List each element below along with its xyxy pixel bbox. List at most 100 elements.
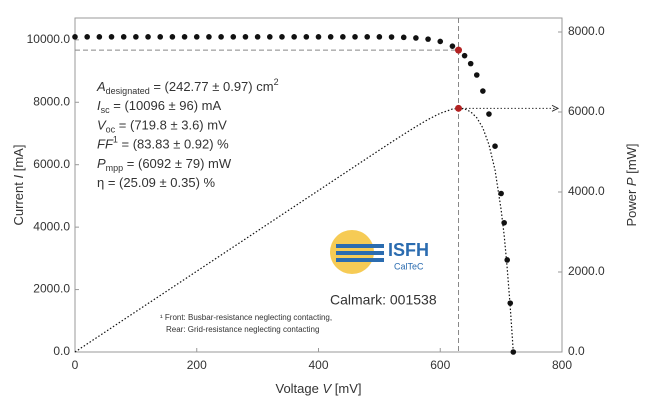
current-point [133, 34, 139, 40]
x-axis-label-part: [mV] [331, 381, 361, 396]
annotation-part: 1 [113, 135, 118, 145]
current-point [145, 34, 151, 40]
current-point [507, 300, 514, 306]
x-tick-label: 400 [308, 358, 328, 372]
current-point [108, 34, 115, 40]
current-point [157, 34, 164, 40]
logo: ISFH CalTeC [330, 230, 429, 274]
current-point [340, 34, 346, 40]
y-axis-label-part: I [11, 175, 26, 179]
current-point [96, 34, 103, 40]
y2-axis-label-part: P [624, 177, 639, 186]
annotation: Voc = (719.8 ± 3.6) mV [97, 118, 227, 135]
current-point [181, 34, 188, 40]
y2-tick-label: 0.0 [568, 344, 585, 358]
current-point [303, 34, 310, 40]
y-tick-label: 4000.0 [33, 219, 70, 233]
current-point [376, 34, 383, 40]
current-point [364, 34, 371, 40]
current-point [327, 34, 334, 40]
y2-tick-label: 6000.0 [568, 104, 605, 118]
annotation-part: = (83.83 ± 0.92) % [118, 137, 229, 152]
x-axis-label-part: V [322, 381, 332, 396]
current-point [169, 34, 176, 40]
annotation: Pmpp = (6092 ± 79) mW [97, 156, 232, 173]
annotation-part: FF [97, 137, 114, 152]
annotation-part: η = (25.09 ± 0.35) % [97, 175, 216, 190]
current-point [388, 34, 395, 40]
calmark: Calmark: 001538 [330, 292, 437, 308]
current-point [467, 60, 474, 67]
mpp-current-point [455, 46, 463, 54]
current-point [267, 34, 273, 40]
y-tick-label: 6000.0 [33, 157, 70, 171]
mpp-power-point [455, 104, 463, 112]
logo-sub: CalTeC [394, 261, 424, 271]
current-point [510, 349, 517, 355]
current-point [504, 257, 511, 263]
annotation-part: = (242.77 ± 0.97) cm [150, 79, 274, 94]
current-point [461, 52, 468, 59]
current-point [449, 43, 456, 49]
annotation-part: designated [106, 86, 150, 96]
annotation-part: sc [101, 106, 111, 116]
y-axis-label: Current I [mA] [11, 145, 26, 226]
current-point [480, 88, 486, 94]
annotation: Isc = (10096 ± 96) mA [97, 99, 222, 116]
annotation-part: V [97, 118, 107, 133]
x-tick-label: 0 [72, 358, 79, 372]
annotation: Adesignated = (242.77 ± 0.97) cm2 [96, 77, 279, 96]
y-axis-label-part: Current [11, 179, 26, 226]
y-axis-label-part: [mA] [11, 145, 26, 175]
current-point [218, 34, 224, 40]
x-axis-label: Voltage V [mV] [275, 381, 361, 396]
current-point [413, 35, 419, 41]
logo-stripe [336, 244, 384, 248]
y-tick-label: 0.0 [53, 344, 70, 358]
current-point [254, 34, 261, 40]
footnote: Rear: Grid-resistance neglecting contact… [166, 325, 319, 334]
current-point [486, 111, 492, 117]
annotation-part: I [97, 99, 101, 114]
mpp-power-arrow [551, 104, 560, 112]
x-tick-label: 800 [552, 358, 572, 372]
current-point [72, 34, 78, 40]
y-tick-label: 2000.0 [33, 282, 70, 296]
logo-stripe [336, 251, 384, 255]
y2-axis-label: Power P [mW] [624, 143, 639, 226]
x-tick-label: 600 [430, 358, 450, 372]
current-point [473, 72, 480, 78]
annotation-part: A [96, 79, 106, 94]
x-tick-label: 200 [187, 358, 207, 372]
current-point [291, 34, 297, 40]
annotation-part: 2 [274, 77, 279, 87]
current-point [400, 34, 407, 41]
logo-name: ISFH [388, 240, 429, 260]
current-point [279, 34, 285, 40]
current-point [492, 143, 498, 149]
current-point [498, 190, 504, 197]
annotation: FF1 = (83.83 ± 0.92) % [97, 135, 229, 152]
annotation-part: P [97, 156, 106, 171]
annotation-part: = (6092 ± 79) mW [123, 156, 232, 171]
current-point [120, 34, 127, 40]
y2-axis-label-part: [mW] [624, 143, 639, 177]
current-point [84, 34, 90, 40]
y-tick-label: 10000.0 [27, 32, 71, 46]
annotation-part: = (10096 ± 96) mA [110, 99, 222, 114]
y2-tick-label: 2000.0 [568, 264, 605, 278]
current-point [242, 34, 249, 40]
current-point [206, 34, 212, 40]
current-point [315, 34, 322, 40]
y-tick-label: 8000.0 [33, 94, 70, 108]
annotation: η = (25.09 ± 0.35) % [97, 175, 216, 190]
y2-tick-label: 8000.0 [568, 24, 605, 38]
annotation-part: oc [106, 125, 116, 135]
power-curve [74, 107, 514, 353]
current-point [437, 38, 444, 45]
y2-tick-label: 4000.0 [568, 184, 605, 198]
logo-stripe [336, 258, 384, 262]
x-axis-label-part: Voltage [275, 381, 322, 396]
